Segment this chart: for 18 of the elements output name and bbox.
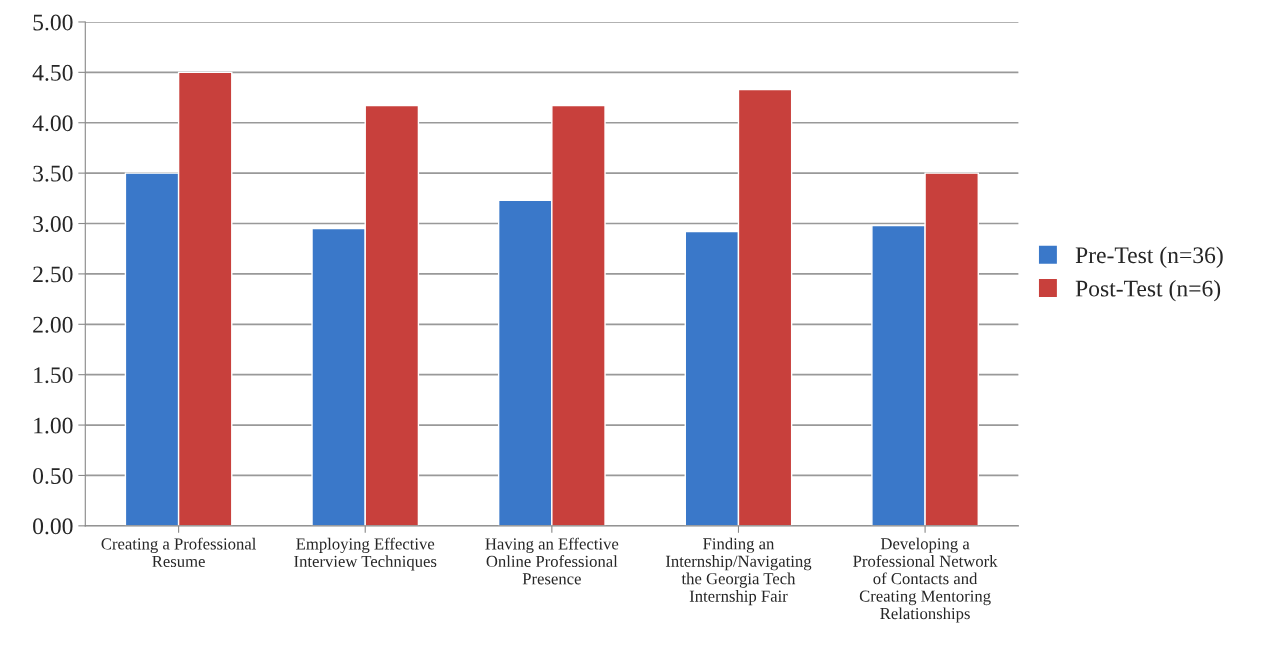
legend-label: Pre-Test (n=36) <box>1075 246 1223 268</box>
y-tick-label: 4.50 <box>32 64 73 81</box>
x-tick-label: Developing a Professional Network of Contacts and Creating Mentoring Relationships <box>853 537 998 623</box>
y-tick-label: 1.50 <box>34 367 73 384</box>
y-tick-label: 2.50 <box>33 266 73 283</box>
x-tick-label: Employing Effective Interview Techniques <box>294 537 437 571</box>
y-tick-label: 5.00 <box>33 14 73 31</box>
y-tick-label: 1.00 <box>34 417 73 434</box>
y-tick-label: 0.00 <box>33 518 73 535</box>
y-tick-label: 4.00 <box>32 115 73 132</box>
y-tick-label: 0.50 <box>33 467 73 484</box>
legend-label: Post-Test (n=6) <box>1075 279 1221 302</box>
y-tick-label: 3.50 <box>33 165 73 182</box>
x-tick-label: Having an Effective Online Professional Presence <box>485 537 619 585</box>
x-tick-label: Finding an Internship/Navigating the Georgia Tech Internship Fair <box>665 537 812 606</box>
y-tick-label: 2.00 <box>33 316 73 333</box>
y-tick-label: 3.00 <box>33 216 73 233</box>
x-tick-label: Creating a Professional Resume <box>101 537 257 568</box>
